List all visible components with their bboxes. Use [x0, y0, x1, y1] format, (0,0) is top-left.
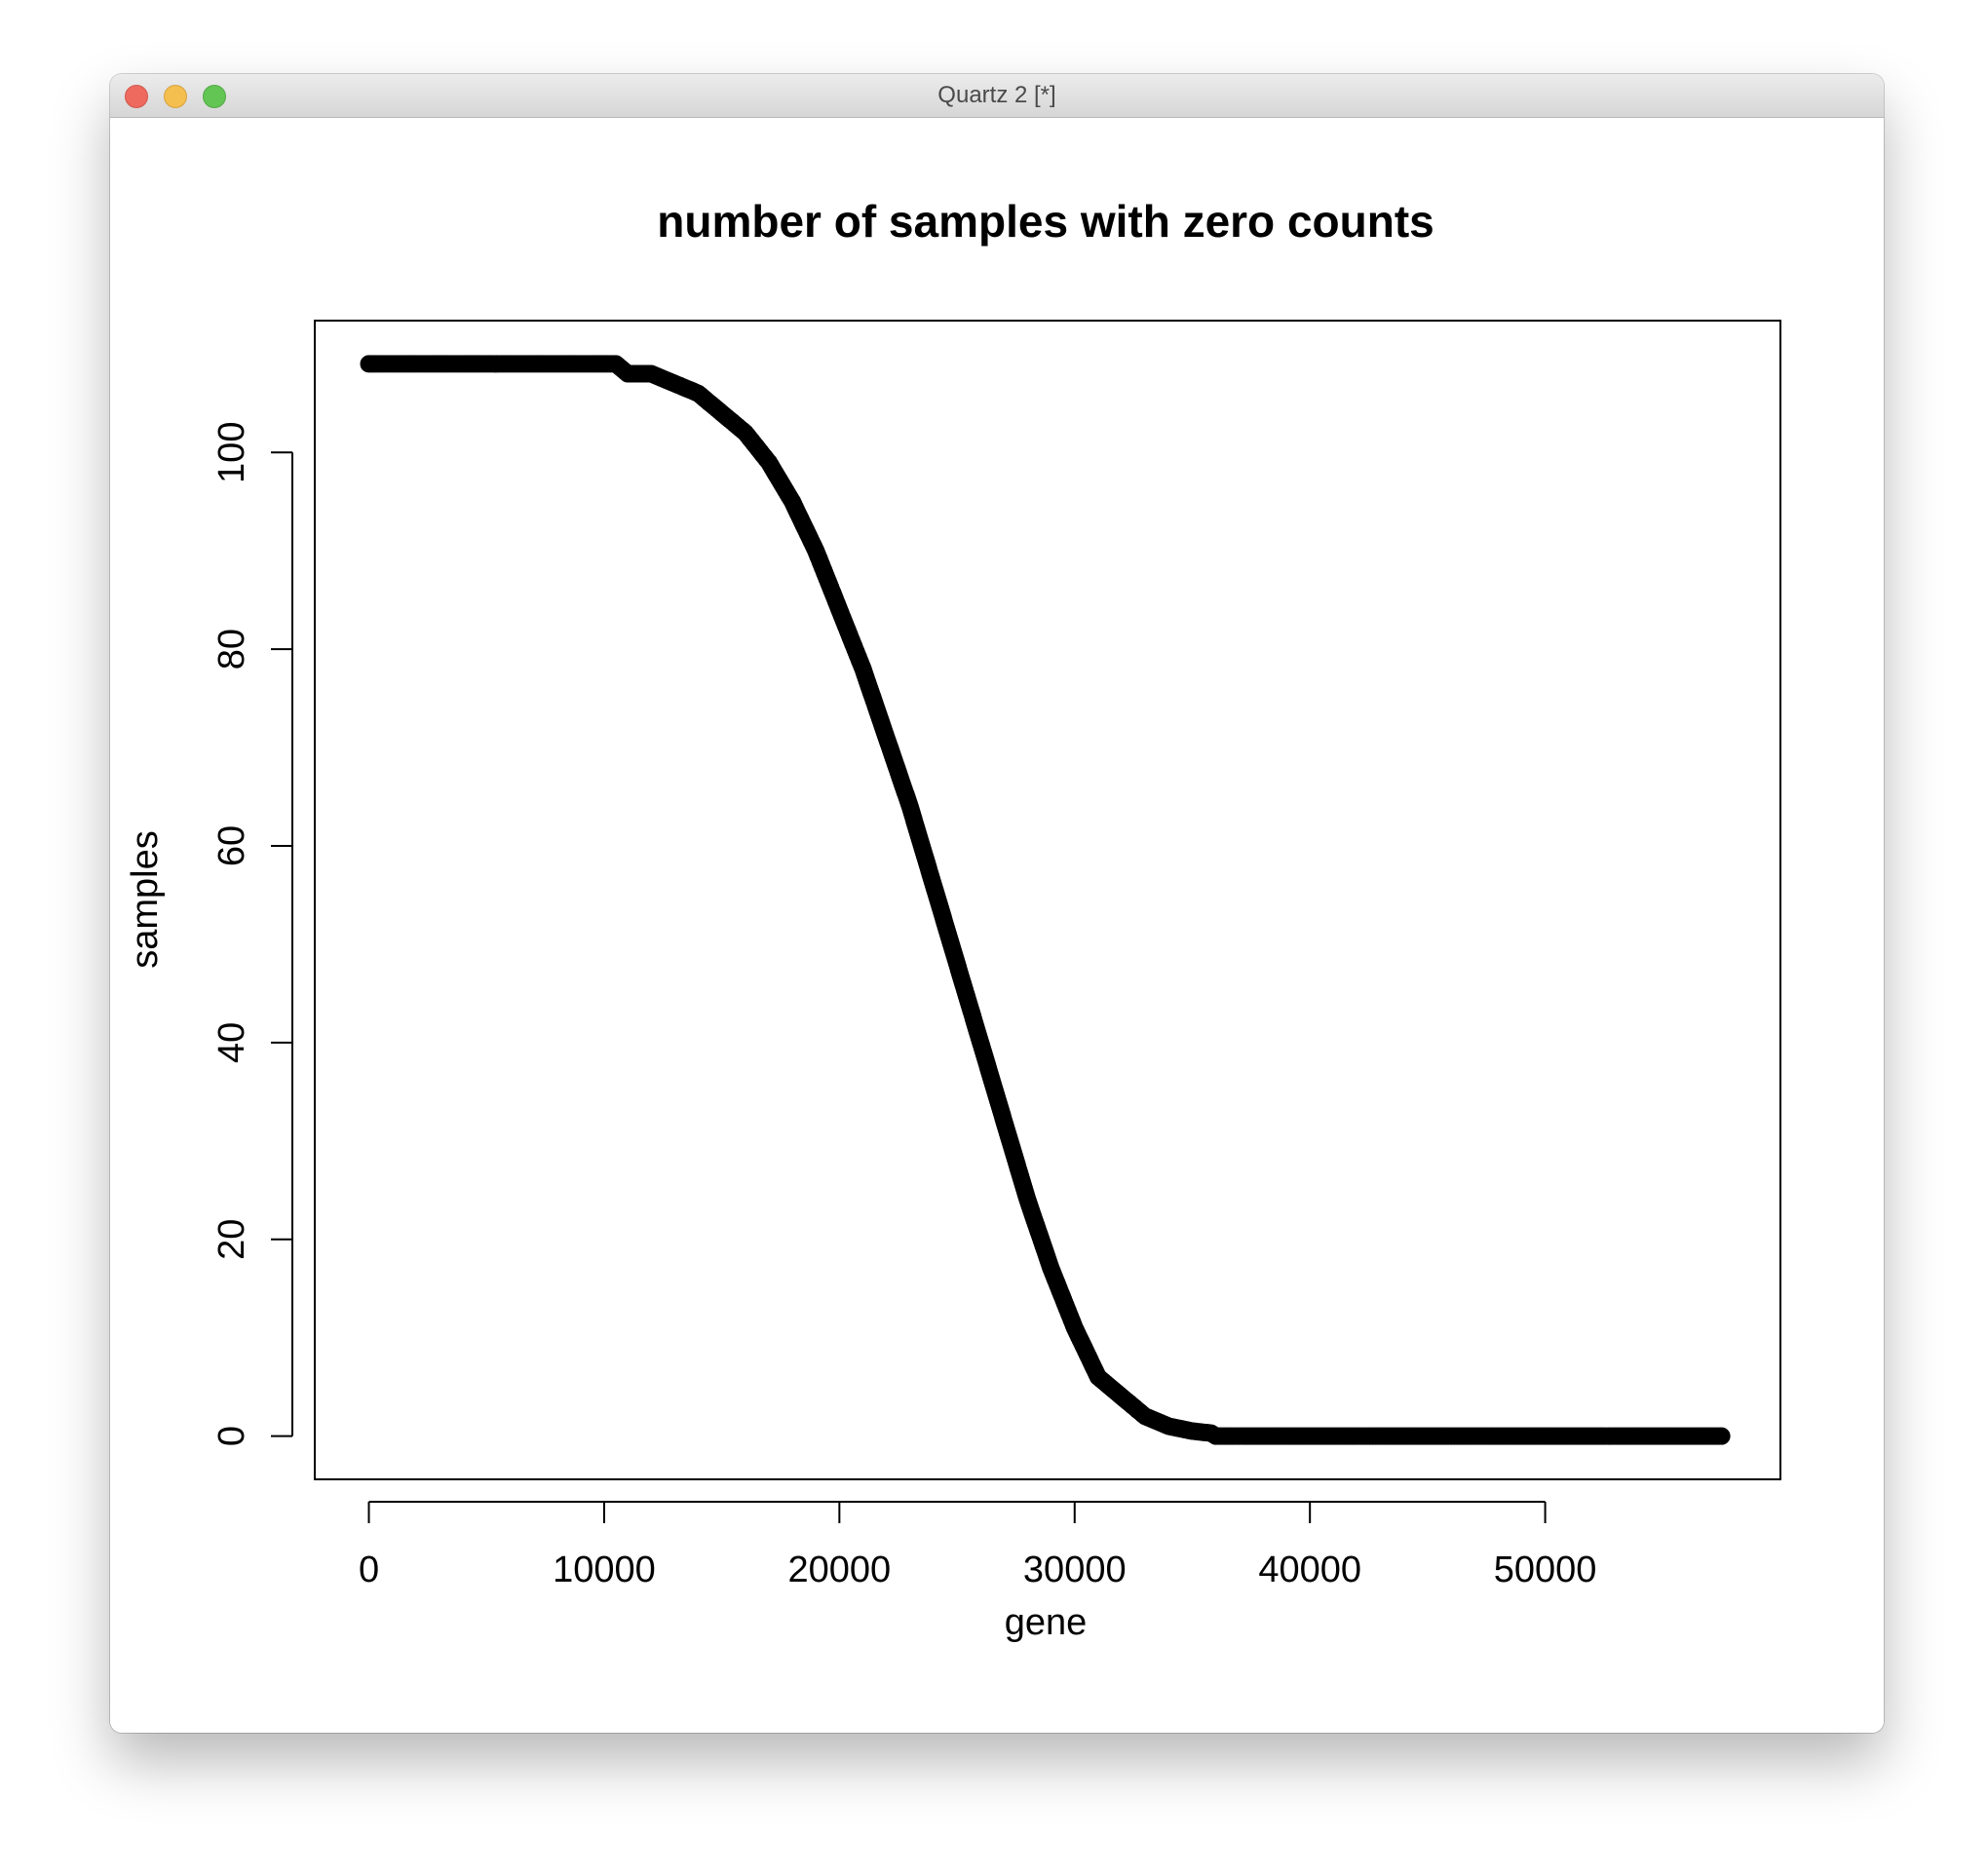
x-tick-label: 20000	[788, 1550, 892, 1590]
x-axis: 0 10000 20000 30000 40000 50000	[359, 1501, 1597, 1590]
title-bar: Quartz 2 [*]	[110, 74, 1884, 118]
window-title: Quartz 2 [*]	[937, 82, 1056, 108]
y-tick-label: 0	[211, 1426, 252, 1446]
x-tick-label: 0	[359, 1550, 379, 1590]
x-tick-label: 30000	[1023, 1550, 1127, 1590]
x-tick-label: 40000	[1258, 1550, 1361, 1590]
y-tick-label: 40	[211, 1022, 252, 1063]
x-axis-label: gene	[1005, 1602, 1088, 1643]
quartz-window: Quartz 2 [*] number of samples with zero…	[110, 74, 1884, 1733]
y-axis-label: samples	[125, 830, 166, 969]
chart-title: number of samples with zero counts	[657, 196, 1434, 247]
plot-frame	[314, 320, 1781, 1480]
y-tick-label: 100	[211, 422, 252, 483]
y-axis: 0 20 40 60 80 100	[211, 422, 293, 1446]
x-tick-label: 10000	[553, 1550, 656, 1590]
x-tick-label: 50000	[1494, 1550, 1597, 1590]
y-tick-label: 80	[211, 629, 252, 670]
zoom-button[interactable]	[203, 85, 226, 108]
data-points	[360, 355, 1731, 1445]
minimize-button[interactable]	[164, 85, 187, 108]
plot-area: number of samples with zero counts 0 1000…	[110, 118, 1884, 1733]
close-button[interactable]	[125, 85, 148, 108]
y-tick-label: 20	[211, 1219, 252, 1260]
y-tick-label: 60	[211, 825, 252, 866]
data-point-683	[1712, 1427, 1731, 1445]
scatter-plot: number of samples with zero counts 0 1000…	[125, 196, 1781, 1643]
